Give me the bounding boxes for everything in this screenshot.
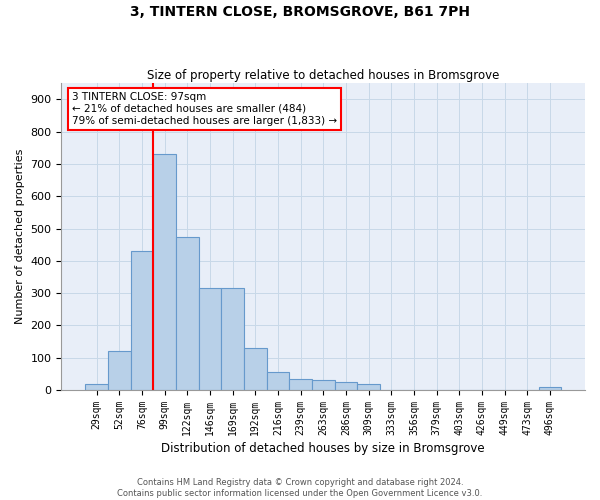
Text: 3 TINTERN CLOSE: 97sqm
← 21% of detached houses are smaller (484)
79% of semi-de: 3 TINTERN CLOSE: 97sqm ← 21% of detached… (72, 92, 337, 126)
Bar (312, 380, 335, 390)
Bar (221, 288, 244, 390)
Bar (153, 154, 176, 390)
Bar (176, 236, 199, 390)
Bar (108, 352, 131, 390)
Bar (199, 288, 221, 390)
Bar (357, 384, 380, 390)
Y-axis label: Number of detached properties: Number of detached properties (15, 149, 25, 324)
X-axis label: Distribution of detached houses by size in Bromsgrove: Distribution of detached houses by size … (161, 442, 485, 455)
Bar (244, 348, 266, 390)
Text: 3, TINTERN CLOSE, BROMSGROVE, B61 7PH: 3, TINTERN CLOSE, BROMSGROVE, B61 7PH (130, 5, 470, 19)
Bar (85, 384, 108, 390)
Bar (335, 382, 357, 390)
Text: Contains HM Land Registry data © Crown copyright and database right 2024.
Contai: Contains HM Land Registry data © Crown c… (118, 478, 482, 498)
Bar (539, 388, 561, 390)
Bar (131, 251, 153, 390)
Title: Size of property relative to detached houses in Bromsgrove: Size of property relative to detached ho… (147, 69, 499, 82)
Bar (266, 372, 289, 390)
Bar (289, 379, 312, 390)
